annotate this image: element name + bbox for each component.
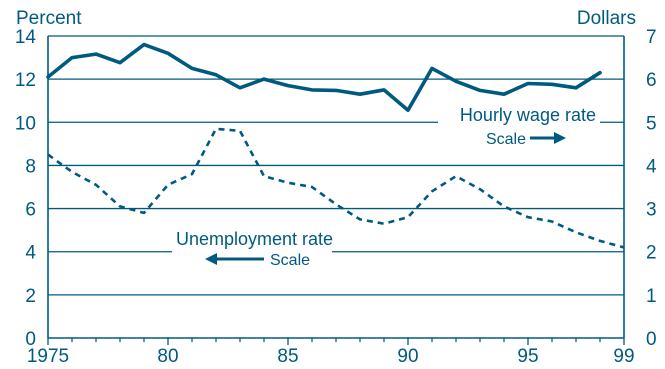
right-tick-label: 0 bbox=[646, 329, 657, 350]
left-tick-label: 8 bbox=[25, 156, 36, 177]
left-arrow-icon bbox=[205, 253, 264, 265]
right-tick-label: 6 bbox=[646, 70, 657, 91]
left-tick-label: 10 bbox=[15, 113, 36, 134]
left-tick-label: 14 bbox=[15, 27, 37, 48]
left-tick-label: 6 bbox=[25, 200, 36, 221]
x-tick-label: 95 bbox=[517, 346, 538, 367]
series-layer bbox=[46, 42, 625, 249]
left-tick-label: 4 bbox=[25, 243, 36, 264]
wage-annotation-label: Hourly wage rate bbox=[460, 105, 596, 125]
unemp-annotation-label: Unemployment rate bbox=[176, 229, 333, 249]
left-axis-ticks: 0 2 4 6 8 10 12 14 bbox=[15, 27, 37, 350]
right-tick-label: 3 bbox=[646, 200, 657, 221]
left-axis-title: Percent bbox=[16, 8, 82, 29]
hourly-wage-line bbox=[46, 42, 602, 112]
left-tick-label: 12 bbox=[15, 70, 36, 91]
left-tick-label: 0 bbox=[25, 329, 36, 350]
unemp-annotation-bg bbox=[172, 226, 332, 272]
right-tick-label: 1 bbox=[646, 286, 657, 307]
right-axis-ticks: 0 1 2 3 4 5 6 7 bbox=[646, 27, 657, 350]
right-axis-title: Dollars bbox=[577, 8, 636, 29]
x-axis-ticks: 1975 80 85 90 95 99 bbox=[27, 338, 635, 367]
right-tick-label: 2 bbox=[646, 243, 657, 264]
x-tick-label: 99 bbox=[613, 346, 634, 367]
axes bbox=[47, 36, 625, 339]
x-tick-label: 1975 bbox=[27, 346, 69, 367]
x-tick-label: 85 bbox=[277, 346, 298, 367]
right-arrow-icon bbox=[530, 132, 566, 144]
wage-annotation-scale: Scale bbox=[486, 131, 526, 148]
grid bbox=[48, 35, 624, 296]
right-tick-label: 5 bbox=[646, 113, 657, 134]
unemployment-rate-line bbox=[47, 127, 625, 249]
unemp-annotation-scale: Scale bbox=[270, 252, 310, 269]
left-tick-label: 2 bbox=[25, 286, 36, 307]
x-tick-label: 80 bbox=[157, 346, 178, 367]
wage-annotation-bg bbox=[438, 100, 600, 148]
right-tick-label: 7 bbox=[646, 27, 657, 48]
right-tick-label: 4 bbox=[646, 156, 657, 177]
x-tick-label: 90 bbox=[397, 346, 418, 367]
